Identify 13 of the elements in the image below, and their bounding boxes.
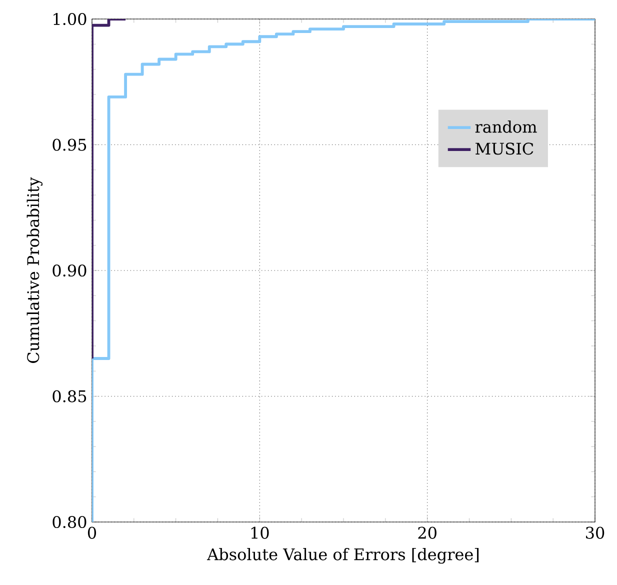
x-tick-label: 20 — [418, 526, 436, 539]
x-tick-label: 0 — [88, 526, 96, 539]
y-tick-label: 0.85 — [52, 390, 86, 402]
y-tick-label: 0.80 — [52, 516, 86, 528]
y-tick-label: 0.95 — [52, 138, 86, 151]
x-axis-title: Absolute Value of Errors [degree] — [206, 548, 479, 564]
legend-label: random — [475, 120, 537, 133]
y-tick-label: 0.90 — [52, 264, 86, 277]
y-axis-title: Cumulative Probability — [26, 177, 43, 363]
legend-label: MUSIC — [476, 142, 534, 155]
x-tick-label: 30 — [586, 526, 604, 539]
y-tick-label: 1.00 — [54, 12, 86, 26]
x-tick-label: 10 — [251, 526, 269, 539]
